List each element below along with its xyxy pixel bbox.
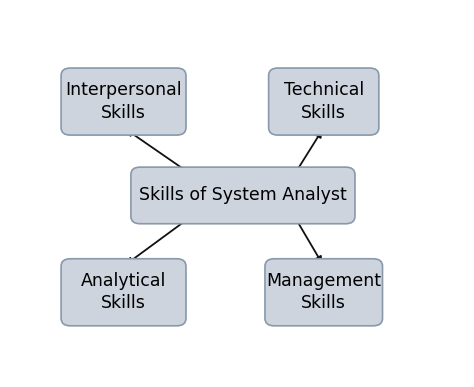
FancyBboxPatch shape	[269, 68, 379, 135]
FancyBboxPatch shape	[265, 259, 383, 326]
FancyBboxPatch shape	[61, 68, 186, 135]
Text: Skills of System Analyst: Skills of System Analyst	[139, 187, 347, 204]
Text: Analytical
Skills: Analytical Skills	[81, 272, 166, 312]
Text: Interpersonal
Skills: Interpersonal Skills	[65, 82, 182, 122]
FancyBboxPatch shape	[131, 167, 355, 224]
Text: Technical
Skills: Technical Skills	[283, 82, 364, 122]
FancyBboxPatch shape	[61, 259, 186, 326]
Text: Management
Skills: Management Skills	[266, 272, 381, 312]
